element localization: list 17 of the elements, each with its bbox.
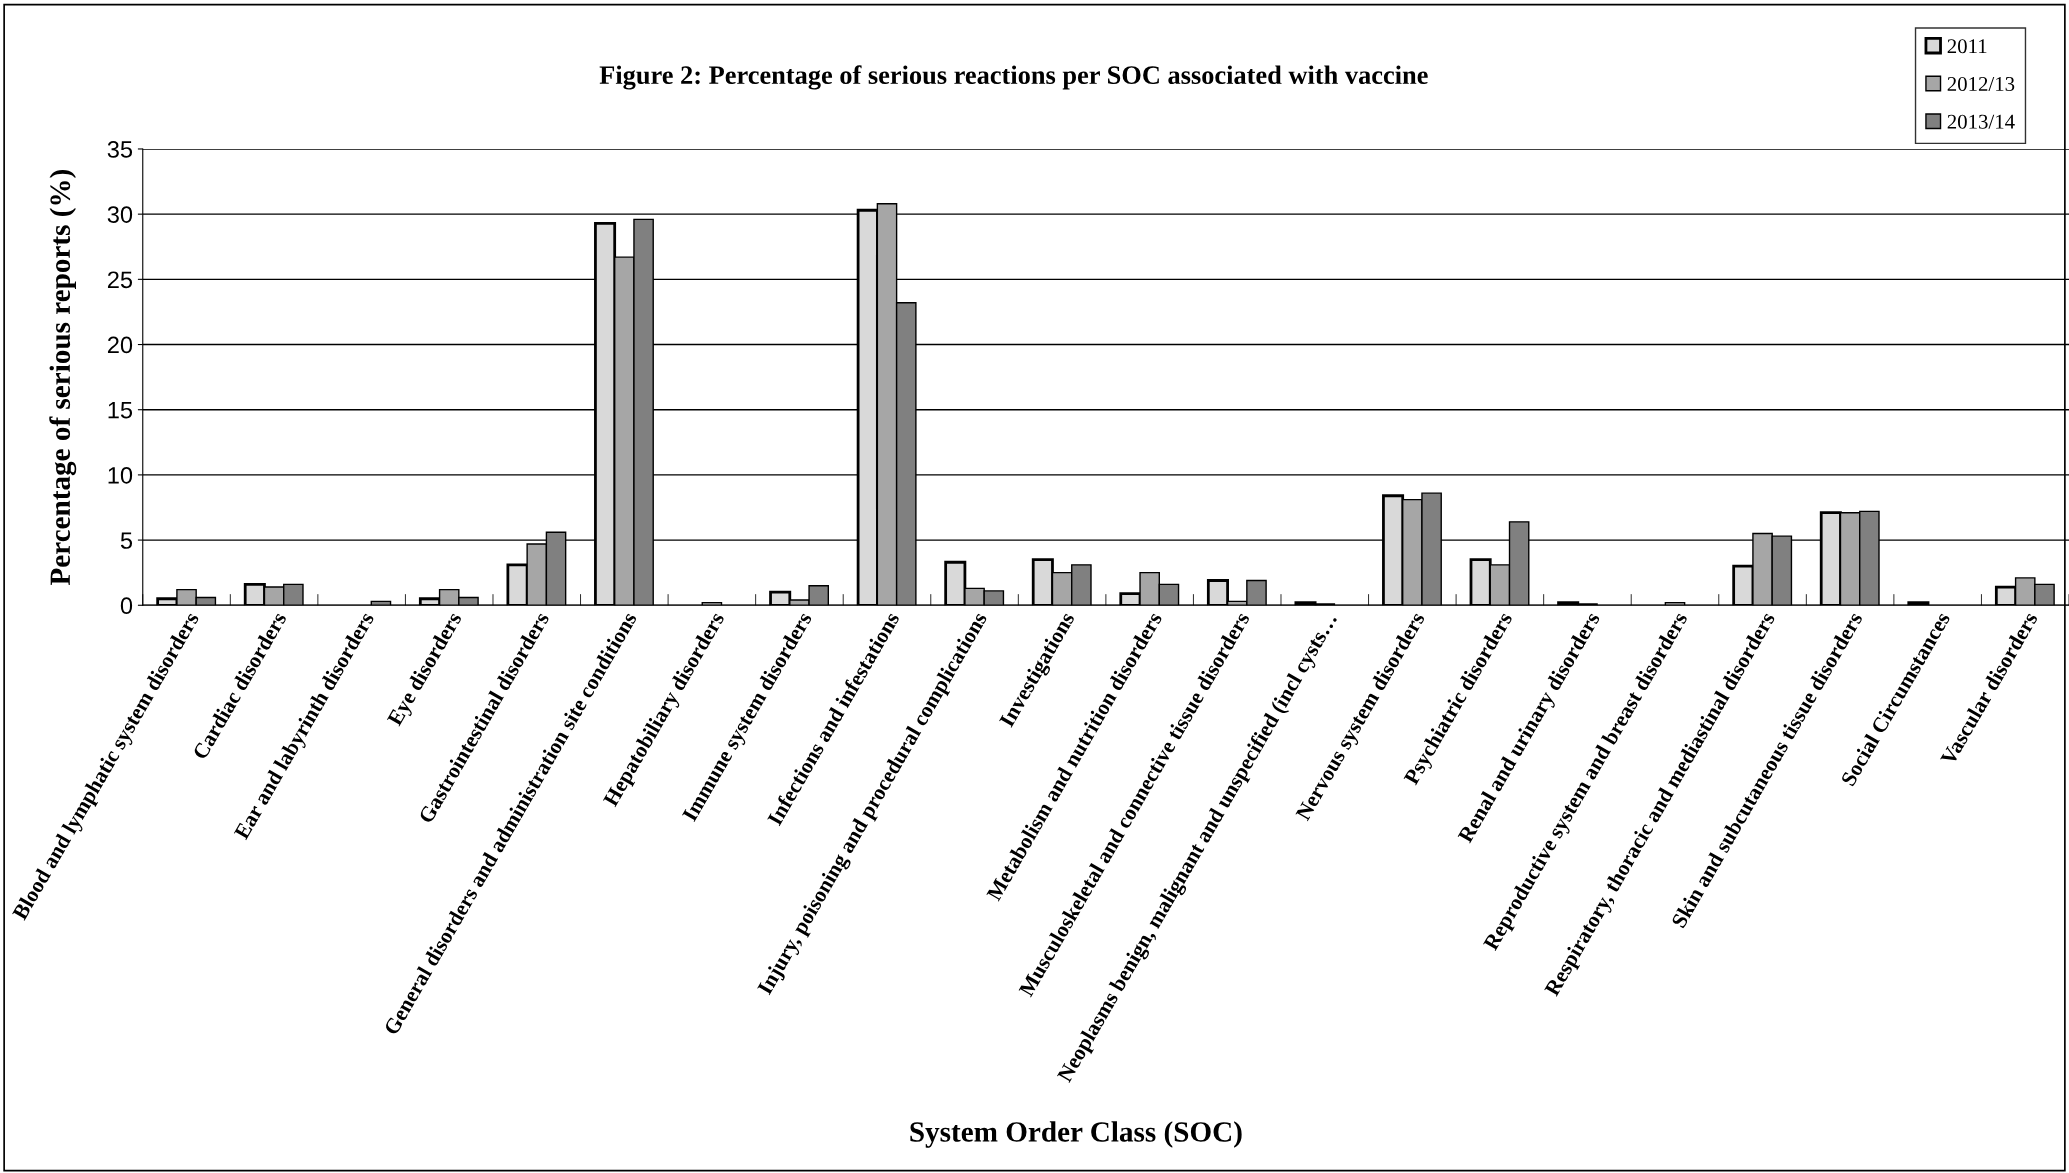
y-axis-title: Percentage of serious reports (%) [49, 169, 77, 586]
y-tick-label: 0 [120, 597, 133, 615]
chart-title: Figure 2: Percentage of serious reactions per SOC associated with vaccine [599, 65, 1428, 90]
bar [1664, 601, 1686, 606]
legend-label: 2011 [1947, 39, 1987, 54]
x-axis-title: System Order Class (SOC) [910, 1121, 1242, 1148]
legend-label: 2012/13 [1947, 76, 2015, 91]
y-tick-label: 15 [108, 402, 133, 419]
y-tick-label: 20 [107, 336, 133, 354]
y-tick-label: 5 [120, 532, 133, 549]
bar [1907, 601, 1930, 606]
y-tick-label: 30 [107, 206, 133, 223]
y-tick-label: 10 [108, 466, 133, 484]
y-tick-label: 35 [107, 141, 133, 158]
legend-label: 2013/14 [1947, 114, 2015, 129]
y-tick-label: 25 [107, 271, 133, 289]
bar [701, 601, 723, 606]
